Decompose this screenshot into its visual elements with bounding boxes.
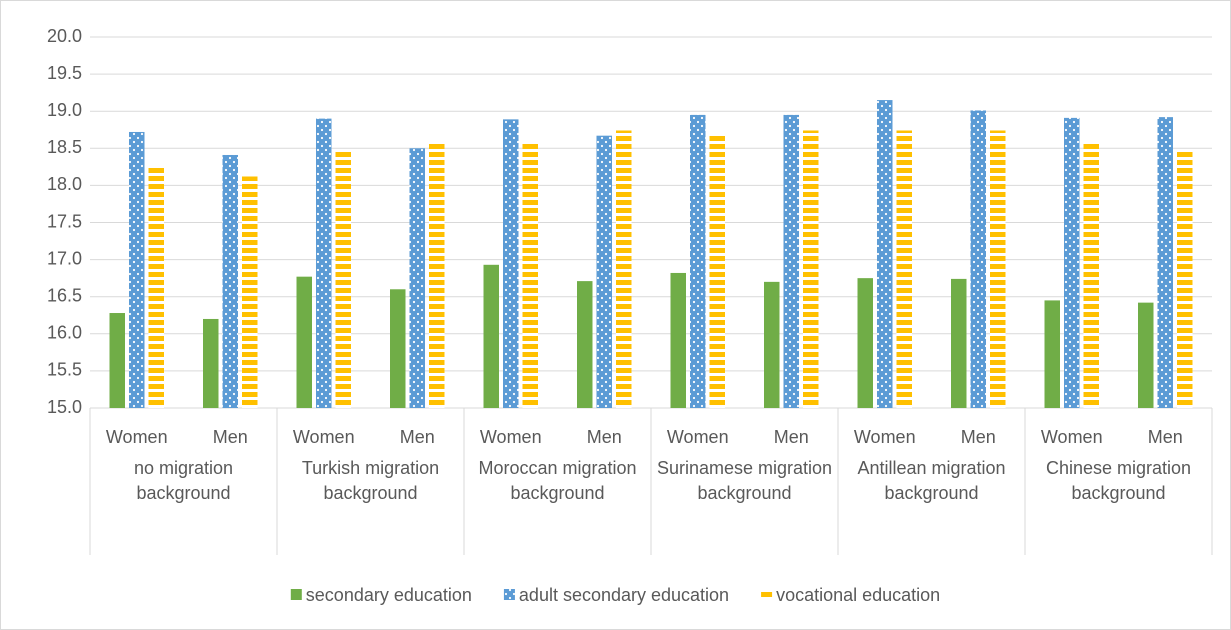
bar	[690, 114, 706, 408]
x-tick-label: Men	[213, 427, 248, 447]
bar	[1138, 302, 1154, 408]
bar	[1177, 152, 1193, 408]
x-tick-label: Women	[106, 427, 168, 447]
x-tick-label: Women	[854, 427, 916, 447]
group-label: no migration background	[133, 458, 234, 503]
x-tick-label: Men	[587, 427, 622, 447]
x-tick-label: Men	[961, 427, 996, 447]
bar	[783, 114, 799, 408]
bar	[670, 272, 686, 408]
y-tick-label: 17.0	[47, 248, 82, 268]
bar	[429, 143, 445, 408]
bar	[764, 281, 780, 408]
bar	[951, 278, 967, 408]
group-label: Moroccan migration background	[478, 458, 637, 503]
bar	[203, 318, 219, 408]
bar	[577, 281, 593, 408]
y-tick-label: 15.0	[47, 397, 82, 417]
x-tick-label: Women	[1041, 427, 1103, 447]
bar	[409, 148, 425, 409]
bar	[483, 264, 499, 408]
bar	[709, 135, 725, 408]
y-tick-label: 18.5	[47, 137, 82, 157]
x-tick-label: Women	[480, 427, 542, 447]
bar	[803, 130, 819, 408]
bar	[335, 152, 351, 408]
bar	[596, 135, 612, 408]
x-tick-label: Men	[400, 427, 435, 447]
bar	[1083, 141, 1099, 408]
y-tick-label: 16.5	[47, 285, 82, 305]
group-label: Surinamese migration background	[656, 458, 833, 503]
group-label: Turkish migration background	[301, 458, 440, 503]
bar	[242, 176, 258, 408]
x-tick-label: Men	[774, 427, 809, 447]
y-tick-label: 19.0	[47, 100, 82, 120]
bar	[316, 118, 332, 409]
x-tick-label: Men	[1148, 427, 1183, 447]
bar	[970, 110, 986, 408]
bar	[877, 100, 893, 408]
legend-label: secondary education	[306, 585, 472, 605]
bar	[390, 289, 406, 408]
group-label: Chinese migration background	[1045, 458, 1192, 503]
legend-swatch	[290, 589, 302, 600]
bar	[616, 130, 632, 408]
bar	[503, 119, 519, 408]
bar	[1157, 117, 1173, 409]
bar	[1064, 117, 1080, 409]
x-tick-label: Women	[293, 427, 355, 447]
y-tick-label: 15.5	[47, 360, 82, 380]
group-label: Antillean migration background	[857, 458, 1006, 503]
bar	[296, 276, 312, 408]
bar	[222, 154, 238, 408]
y-tick-label: 17.5	[47, 211, 82, 231]
bar	[990, 130, 1006, 408]
y-tick-label: 19.5	[47, 63, 82, 83]
bar	[129, 131, 145, 408]
bar	[109, 313, 125, 408]
bar	[1044, 300, 1060, 408]
legend-swatch	[503, 589, 515, 600]
bar	[896, 130, 912, 408]
legend-swatch	[761, 589, 773, 600]
y-tick-label: 18.0	[47, 174, 82, 194]
bar	[522, 141, 538, 408]
x-tick-label: Women	[667, 427, 729, 447]
y-tick-label: 16.0	[47, 323, 82, 343]
legend-label: vocational education	[776, 585, 940, 605]
y-tick-label: 20.0	[47, 26, 82, 46]
bar	[857, 278, 873, 408]
legend-label: adult secondary education	[519, 585, 729, 605]
bar	[148, 166, 164, 408]
